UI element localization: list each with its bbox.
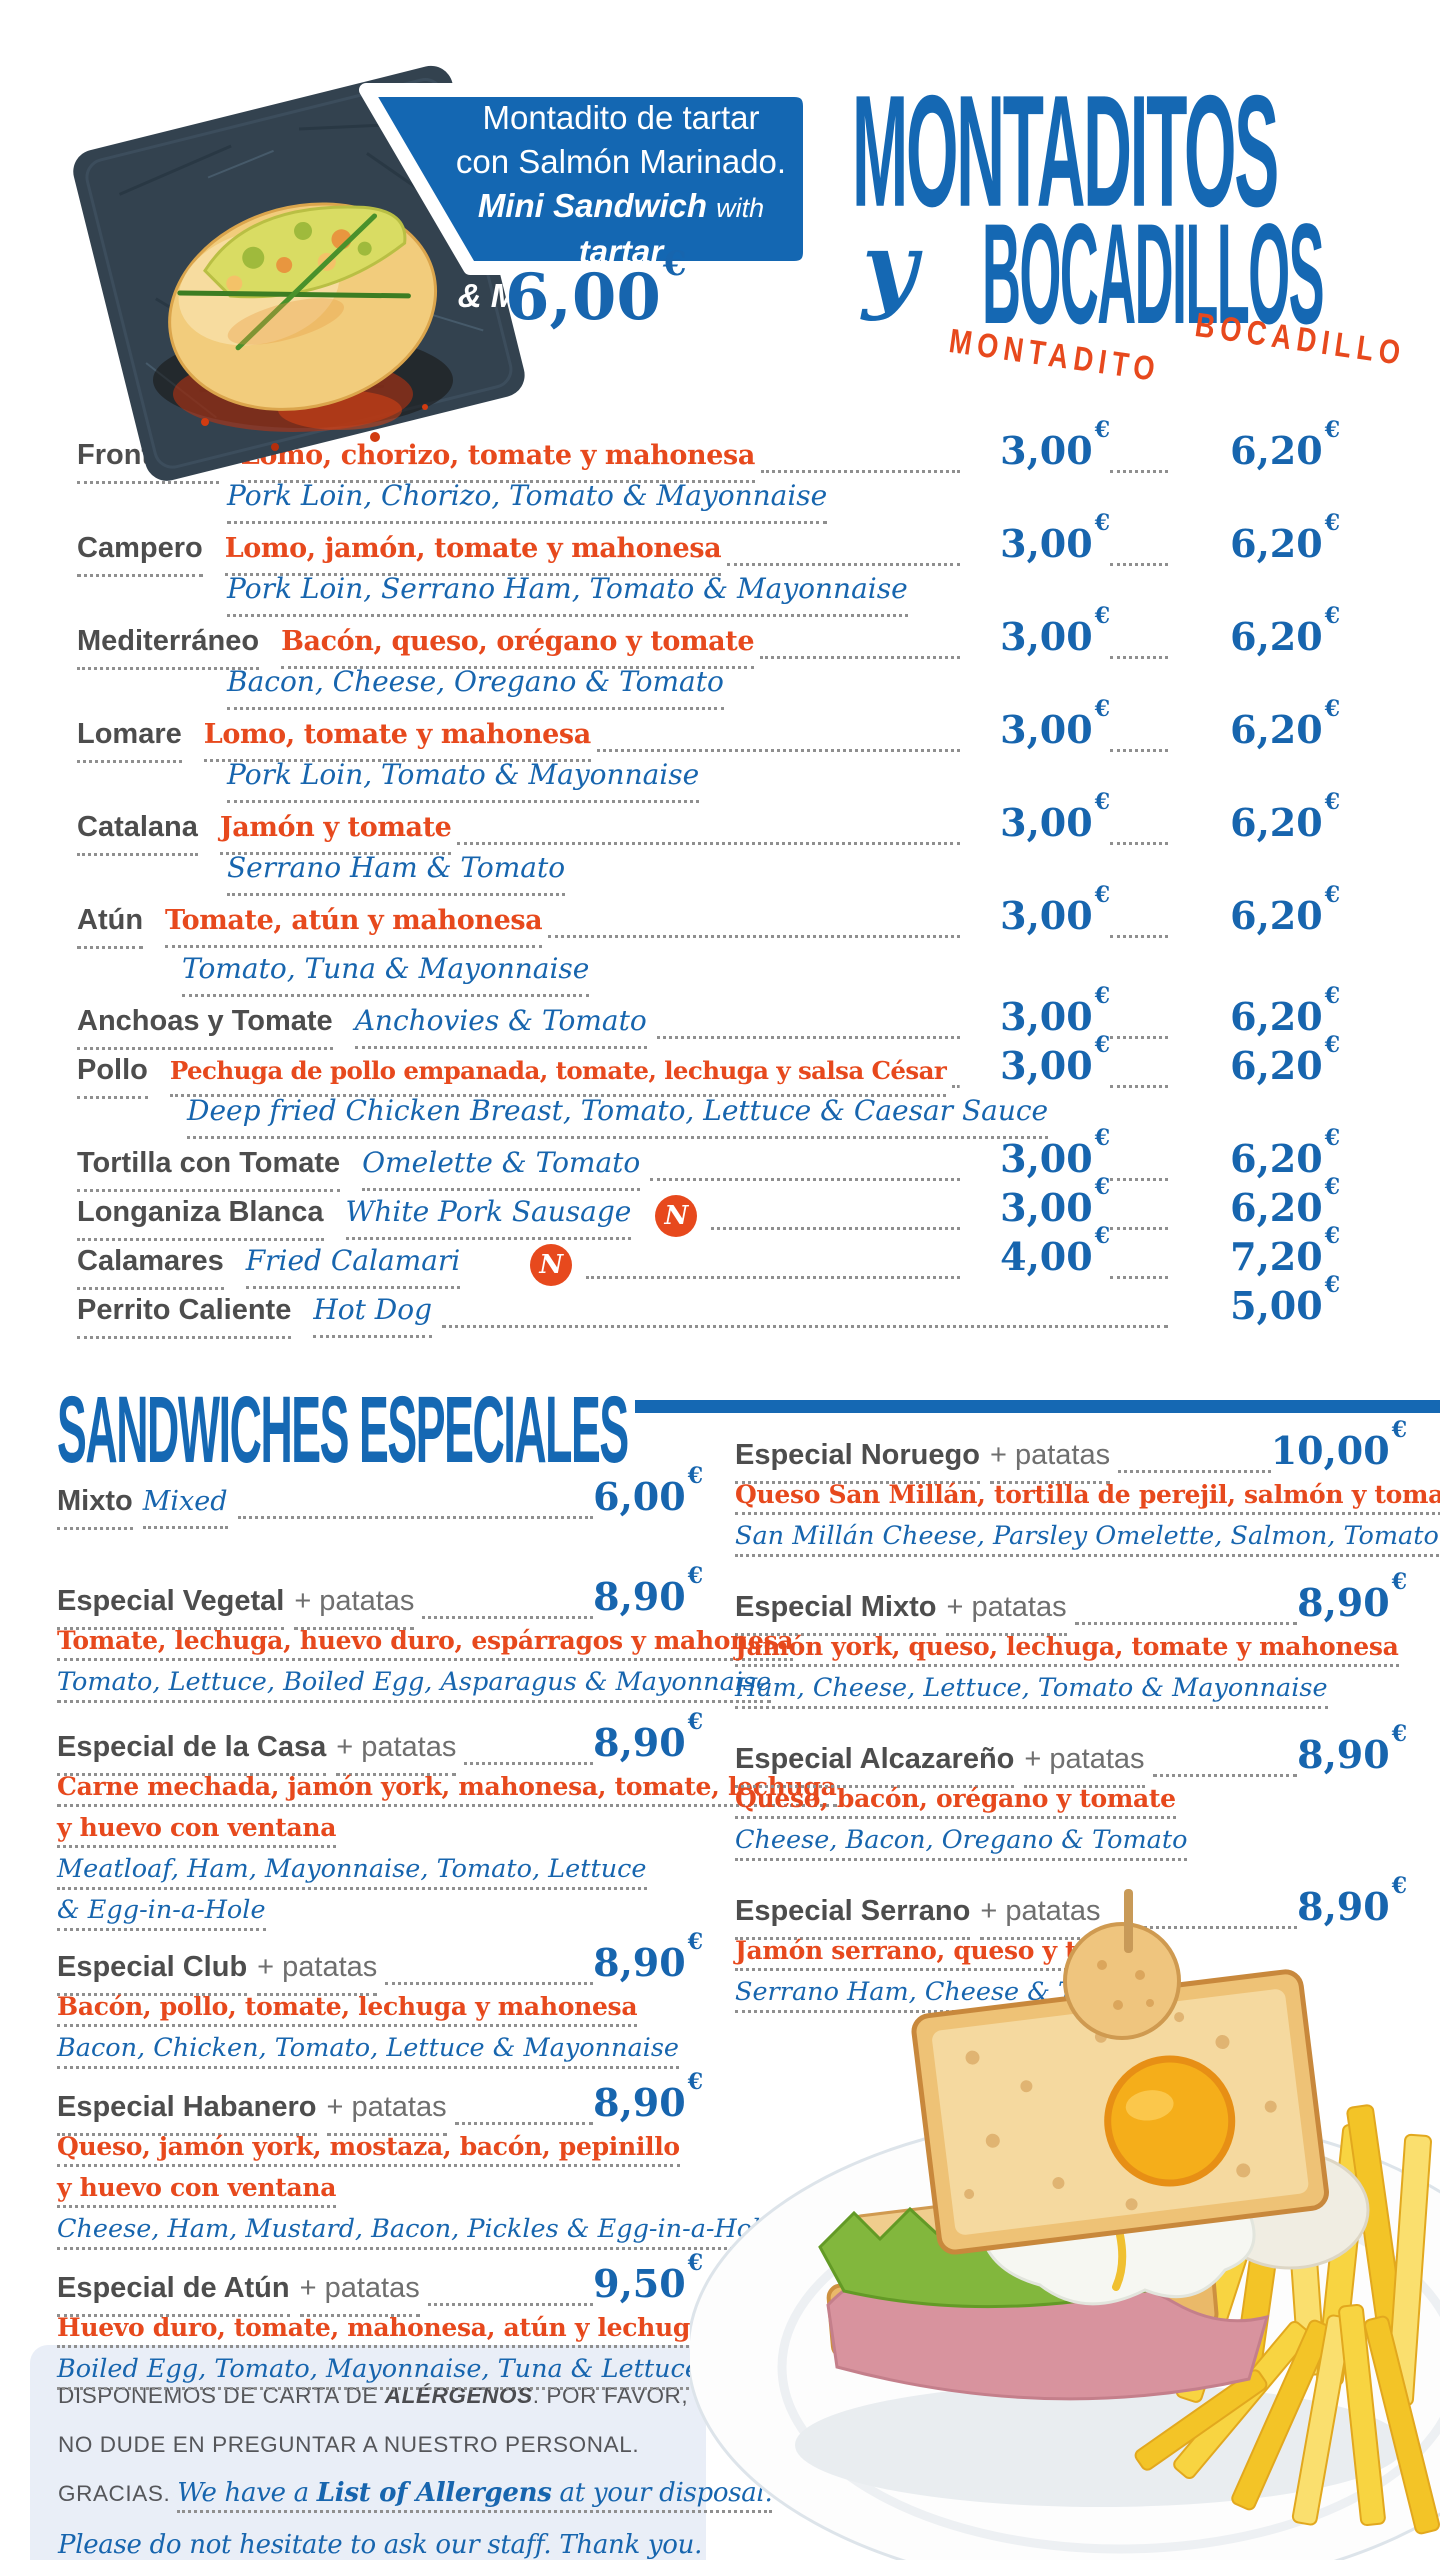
menu-item-especial-serrano: Especial Serrano + patatas 8,90€ Jamón se… bbox=[735, 1875, 1407, 2018]
menu-item-campero: Campero Lomo, jamón, tomate y mahonesa 3,… bbox=[77, 512, 1340, 618]
menu-item-especial-noruego: Especial Noruego + patatas 10,00€ Queso S… bbox=[735, 1419, 1440, 1562]
caption-line-es-2: con Salmón Marinado. bbox=[455, 143, 787, 180]
section-sandwiches-header: SANDWICHES ESPECIALES bbox=[57, 1377, 1440, 1483]
hero-price: 6,00€ bbox=[505, 243, 687, 335]
section-title-y: y bbox=[862, 212, 918, 323]
caption-line-en-1: Mini Sandwich with tartar bbox=[477, 187, 765, 270]
header-rule bbox=[635, 1400, 1440, 1413]
menu-item-pollo: Pollo Pechuga de pollo empanada, tomate, … bbox=[77, 1034, 1340, 1140]
allergen-badge-n: N bbox=[530, 1243, 573, 1286]
menu-item-longaniza: Longaniza Blanca White Pork Sausage N 3,0… bbox=[77, 1176, 1340, 1241]
menu-item-especial-atun: Especial de Atún + patatas 9,50€ Huevo du… bbox=[57, 2252, 706, 2395]
menu-item-especial-mixto: Especial Mixto + patatas 8,90€ Jamón york… bbox=[735, 1571, 1407, 1714]
menu-item-especial-vegetal: Especial Vegetal + patatas 8,90€ Tomate, … bbox=[57, 1565, 794, 1708]
allergen-note: DISPONEMOS DE CARTA DE ALÉRGENOS. POR FA… bbox=[30, 2345, 773, 2560]
allergen-note-line-2: NO DUDE EN PREGUNTAR A NUESTRO PERSONAL. bbox=[58, 2432, 640, 2457]
menu-item-mediterraneo: Mediterráneo Bacón, queso, orégano y toma… bbox=[77, 605, 1340, 711]
menu-item-catalana: Catalana Jamón y tomate 3,00 € 6,20 € Serra… bbox=[77, 791, 1340, 897]
section-title-bocadillos: BOCADILLOS bbox=[982, 193, 1325, 354]
menu-item-lomare: Lomare Lomo, tomate y mahonesa 3,00 € 6,20… bbox=[77, 698, 1340, 804]
sandwiches-left-column: Mixto Mixed 6,00€ Especial Vegetal + patat… bbox=[57, 1465, 837, 2395]
allergen-note-line-3: GRACIAS. We have a List of Allergens at … bbox=[58, 2469, 773, 2521]
menu-item-tortilla: Tortilla con Tomate Omelette & Tomato 3,0… bbox=[77, 1127, 1340, 1192]
section-title-montaditos: MONTADITOS bbox=[852, 61, 1279, 240]
price-montadito: 3,00 € bbox=[1000, 417, 1110, 473]
hero-caption-flag: Montadito de tartar con Salmón Marinado.… bbox=[318, 80, 818, 314]
caption-line-es-1: Montadito de tartar bbox=[482, 99, 760, 136]
menu-item-especial-habanero: Especial Habanero + patatas 8,90€ Queso, … bbox=[57, 2071, 776, 2255]
price-bocadillo: 6,20 € bbox=[1230, 417, 1340, 473]
hero-caption: Montadito de tartar con Salmón Marinado.… bbox=[436, 96, 806, 318]
section-title-sandwiches: SANDWICHES ESPECIALES bbox=[57, 1377, 629, 1483]
allergen-badge-n: N bbox=[655, 1194, 698, 1237]
menu-item-perrito: Perrito Caliente Hot Dog 5,00 € bbox=[77, 1274, 1340, 1339]
menu-item-calamares: Calamares Fried Calamari N 4,00 € 7,20 € bbox=[77, 1225, 1340, 1290]
allergen-note-line-4: Please do not hesitate to ask our staff.… bbox=[58, 2521, 706, 2560]
menu-item-especial-casa: Especial de la Casa + patatas 8,90€ Carne… bbox=[57, 1711, 837, 1936]
fries bbox=[1134, 2104, 1440, 2535]
montaditos-list: FronterizoLomo, chorizo, tomate y mahone… bbox=[77, 417, 1340, 1339]
menu-item-atun: Atún Tomate, atún y mahonesa 3,00 € 6,20 € … bbox=[77, 884, 1340, 998]
menu-item-anchoas: Anchoas y Tomate Anchovies & Tomato 3,00 €… bbox=[77, 985, 1340, 1050]
menu-item-especial-alcazareno: Especial Alcazareño + patatas 8,90€ Queso… bbox=[735, 1723, 1407, 1866]
menu-item-fronterizo: FronterizoLomo, chorizo, tomate y mahone… bbox=[77, 417, 1340, 525]
caption-line-en-2: & Marinated Salmon. bbox=[457, 277, 785, 314]
menu-item-especial-club: Especial Club + patatas 8,90€ Bacón, poll… bbox=[57, 1931, 703, 2074]
menu-item-mixto: Mixto Mixed 6,00€ bbox=[57, 1465, 703, 1530]
sandwiches-right-column: Especial Noruego + patatas 10,00€ Queso S… bbox=[735, 1419, 1440, 2018]
